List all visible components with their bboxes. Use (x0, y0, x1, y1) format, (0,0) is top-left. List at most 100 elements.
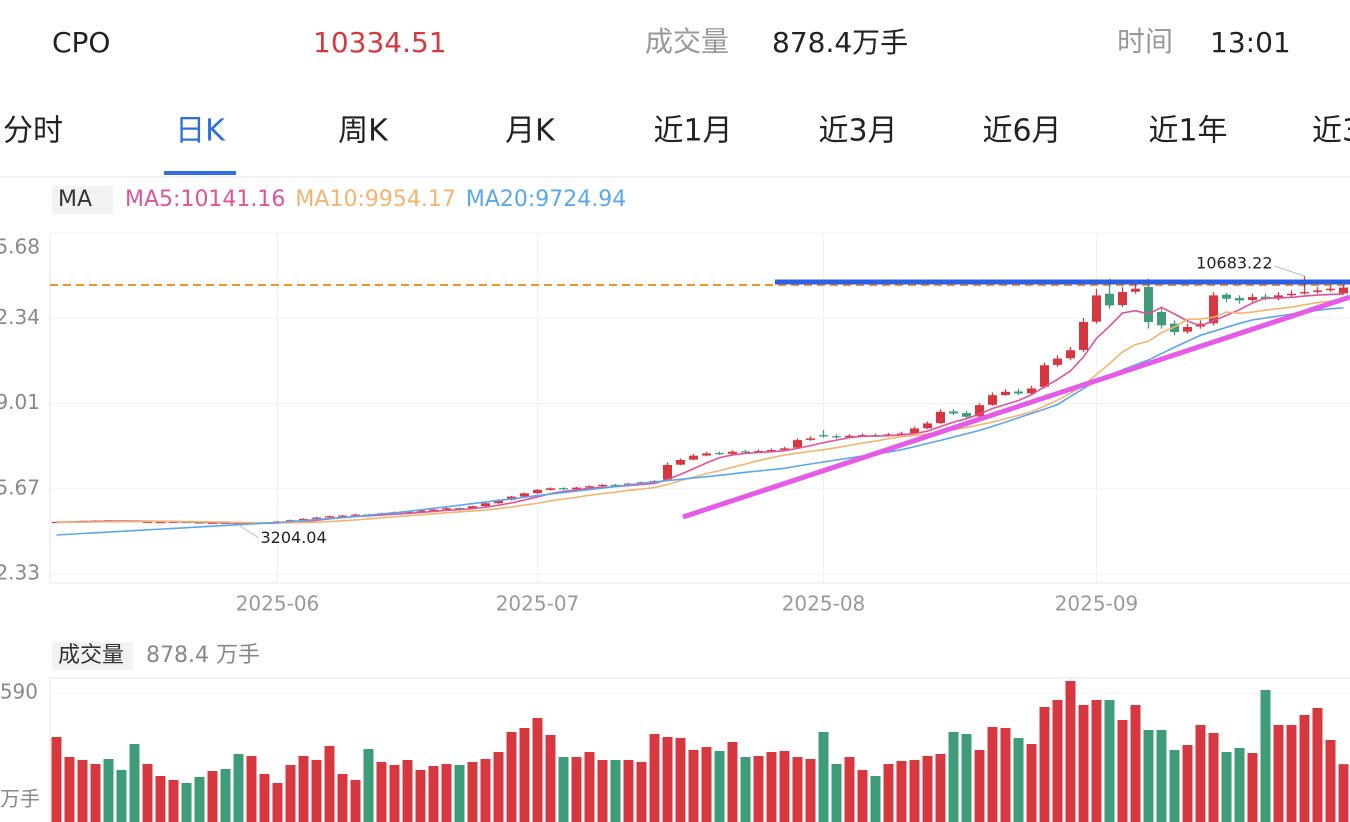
tab[interactable]: 近3月 (818, 114, 897, 149)
volume-bar (805, 759, 816, 822)
volume-bar (1091, 700, 1102, 822)
volume-subtitle: 878.4 万手 (146, 643, 260, 668)
volume-bar (376, 762, 387, 822)
volume-bar (1039, 707, 1050, 822)
candle-body (143, 521, 152, 524)
volume-bar (753, 756, 764, 822)
candle-body (338, 515, 347, 517)
volume-bar (363, 749, 374, 822)
volume-bar (168, 780, 179, 822)
volume-bar (909, 760, 920, 822)
candle-body (1287, 293, 1296, 296)
volume-bar (883, 764, 894, 822)
candle-body (975, 405, 984, 417)
volume-bar (467, 762, 478, 822)
x-tick-label: 2025-07 (496, 592, 580, 616)
volume-bar (1273, 725, 1284, 822)
tab[interactable]: 分时 (3, 114, 63, 149)
volume-bar (701, 747, 712, 822)
volume-label: 成交量 (645, 25, 729, 58)
volume-bar (1156, 730, 1167, 822)
high-label: 10683.22 (1196, 253, 1272, 272)
volume-bar (1169, 750, 1180, 822)
volume-badge (52, 642, 133, 670)
candle-body (741, 451, 750, 453)
volume-bar (766, 752, 777, 822)
candle-body (897, 433, 906, 435)
volume-bar (272, 783, 283, 822)
time-label: 时间 (1117, 25, 1173, 58)
volume-bar (233, 754, 244, 822)
volume-bar (77, 760, 88, 822)
volume-bar (1000, 728, 1011, 822)
candle-body (481, 503, 490, 507)
volume-bar (64, 757, 75, 822)
volume-bar (636, 762, 647, 822)
volume-bar (415, 770, 426, 822)
volume-bar (1312, 708, 1323, 822)
volume: 878.4万手 (772, 26, 908, 59)
tab[interactable]: 近3年 (1312, 114, 1350, 149)
volume-bar (324, 746, 335, 822)
candle-body (1105, 293, 1114, 306)
volume-bar (1182, 745, 1193, 822)
candle-body (936, 411, 945, 424)
volume-bar (480, 759, 491, 822)
high-leader (1274, 265, 1305, 277)
volume-bar (974, 750, 985, 822)
tab[interactable]: 周K (338, 114, 389, 149)
volume-bar (428, 766, 439, 822)
candle-body (1313, 290, 1322, 292)
candle-body (208, 522, 217, 524)
symbol: CPO (52, 26, 110, 59)
candle-body (767, 450, 776, 452)
candle-body (1014, 391, 1023, 394)
candle-body (663, 465, 672, 480)
candle-body (1300, 292, 1309, 294)
candle-body (468, 506, 477, 509)
tab-bar: 分时 日K 周K 月K 近1月 近3月 近6月 近1年 近3年 (3, 114, 1350, 175)
candle-body (845, 435, 854, 438)
volume-bar (298, 756, 309, 822)
candle-body (1157, 312, 1166, 326)
volume-bar (129, 744, 140, 822)
candle-body (1053, 358, 1062, 365)
ma-line (56, 299, 1344, 524)
volume-bar (558, 757, 569, 822)
volume-bar (571, 757, 582, 822)
volume-bar (1247, 753, 1258, 822)
tab[interactable]: 近1年 (1148, 114, 1227, 149)
x-tick-label: 2025-06 (236, 592, 320, 616)
candle-body (533, 489, 542, 494)
candle-body (1144, 287, 1153, 322)
candle-body (793, 440, 802, 448)
tab[interactable]: 月K (505, 114, 556, 149)
tab[interactable]: 日K (175, 114, 226, 149)
volume-bar (675, 738, 686, 822)
legend-entry: MA20:9724.94 (466, 187, 626, 212)
volume-bar (844, 757, 855, 822)
candle-body (1001, 391, 1010, 395)
candle-body (1079, 321, 1088, 350)
candle-body (299, 518, 308, 521)
candle-body (520, 493, 529, 497)
candle-body (832, 436, 841, 438)
volume-bar (246, 756, 257, 822)
volume-bar (1078, 705, 1089, 822)
volume-bar (948, 732, 959, 822)
volume-bar (740, 757, 751, 822)
tab[interactable]: 近6月 (982, 114, 1061, 149)
candle-body (949, 411, 958, 414)
candle-body (546, 488, 555, 490)
volume-bar (649, 734, 660, 822)
volume-bar (623, 760, 634, 822)
candle-body (1183, 326, 1192, 332)
volume-bar (610, 760, 621, 822)
y-tick-label: 1722.33 (0, 561, 40, 585)
y-tick-label: 11975.68 (0, 235, 40, 259)
candle-body (156, 522, 165, 524)
volume-bar (311, 760, 322, 822)
candle-body (910, 428, 919, 434)
tab[interactable]: 近1月 (653, 114, 732, 149)
volume-bar (1234, 748, 1245, 822)
